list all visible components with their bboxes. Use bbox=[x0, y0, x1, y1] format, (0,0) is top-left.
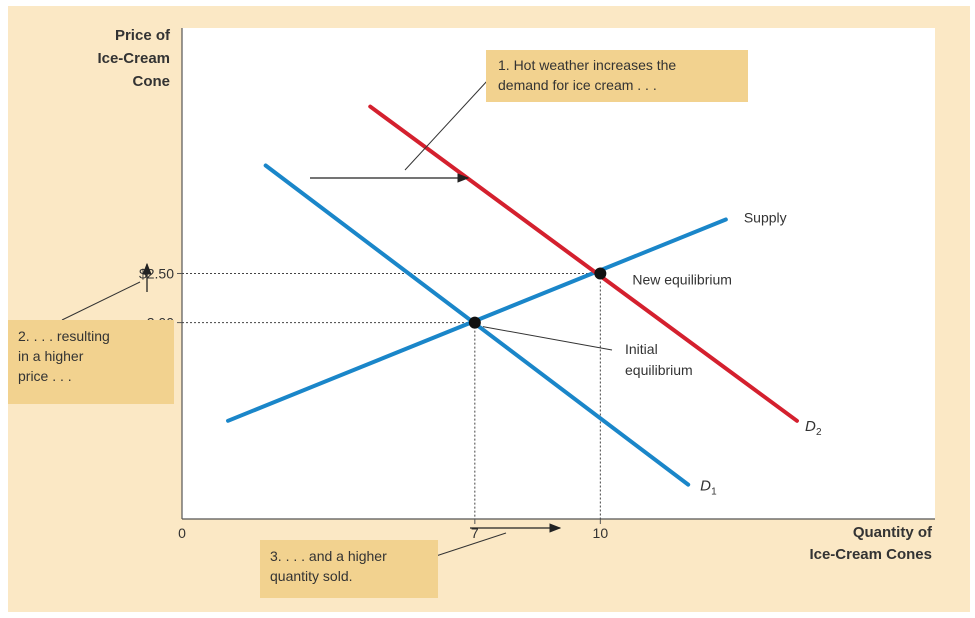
annotation-demand-shift-leader bbox=[404, 79, 489, 171]
x-axis-label-line: Quantity of bbox=[853, 524, 933, 541]
initial-equilibrium-leader bbox=[482, 326, 613, 351]
annotation-line: quantity sold. bbox=[270, 568, 353, 584]
annotation-higher-quantity-leader bbox=[435, 532, 507, 557]
x-tick-label: 10 bbox=[593, 525, 609, 541]
y-axis-label-line: Price of bbox=[115, 27, 171, 44]
annotation-higher-price: 2. . . . resulting in a higher price . .… bbox=[8, 320, 174, 404]
annotation-line: 3. . . . and a higher bbox=[270, 548, 387, 564]
series-label-subscript: 2 bbox=[816, 427, 822, 438]
series-label-supply: Supply bbox=[744, 209, 787, 225]
annotation-line: price . . . bbox=[18, 368, 72, 384]
y-tick-label: $2.50 bbox=[139, 266, 174, 282]
annotation-higher-quantity: 3. . . . and a higher quantity sold. bbox=[260, 540, 438, 598]
series-line-d2 bbox=[368, 104, 799, 423]
annotation-demand-shift: 1. Hot weather increases the demand for … bbox=[486, 50, 748, 102]
series-label-subscript: 1 bbox=[711, 487, 717, 498]
annotation-line: demand for ice cream . . . bbox=[498, 77, 657, 93]
initial-equilibrium-label-line: equilibrium bbox=[625, 362, 693, 378]
annotation-higher-price-leader bbox=[61, 281, 141, 321]
equilibrium-point bbox=[468, 316, 481, 329]
series-label-d2: D bbox=[805, 418, 816, 435]
annotation-line: 2. . . . resulting bbox=[18, 328, 110, 344]
new-equilibrium-label: New equilibrium bbox=[632, 272, 732, 288]
x-tick-label: 7 bbox=[471, 525, 479, 541]
initial-equilibrium-label-line: Initial bbox=[625, 341, 658, 357]
annotation-line: in a higher bbox=[18, 348, 84, 364]
equilibrium-point bbox=[594, 267, 607, 280]
y-axis-label-line: Cone bbox=[133, 73, 171, 90]
series-label-d1: D bbox=[700, 478, 711, 495]
x-axis-label-line: Ice-Cream Cones bbox=[809, 546, 932, 563]
origin-label: 0 bbox=[178, 525, 186, 541]
annotation-line: 1. Hot weather increases the bbox=[498, 57, 677, 73]
y-axis-label-line: Ice-Cream bbox=[97, 50, 170, 67]
